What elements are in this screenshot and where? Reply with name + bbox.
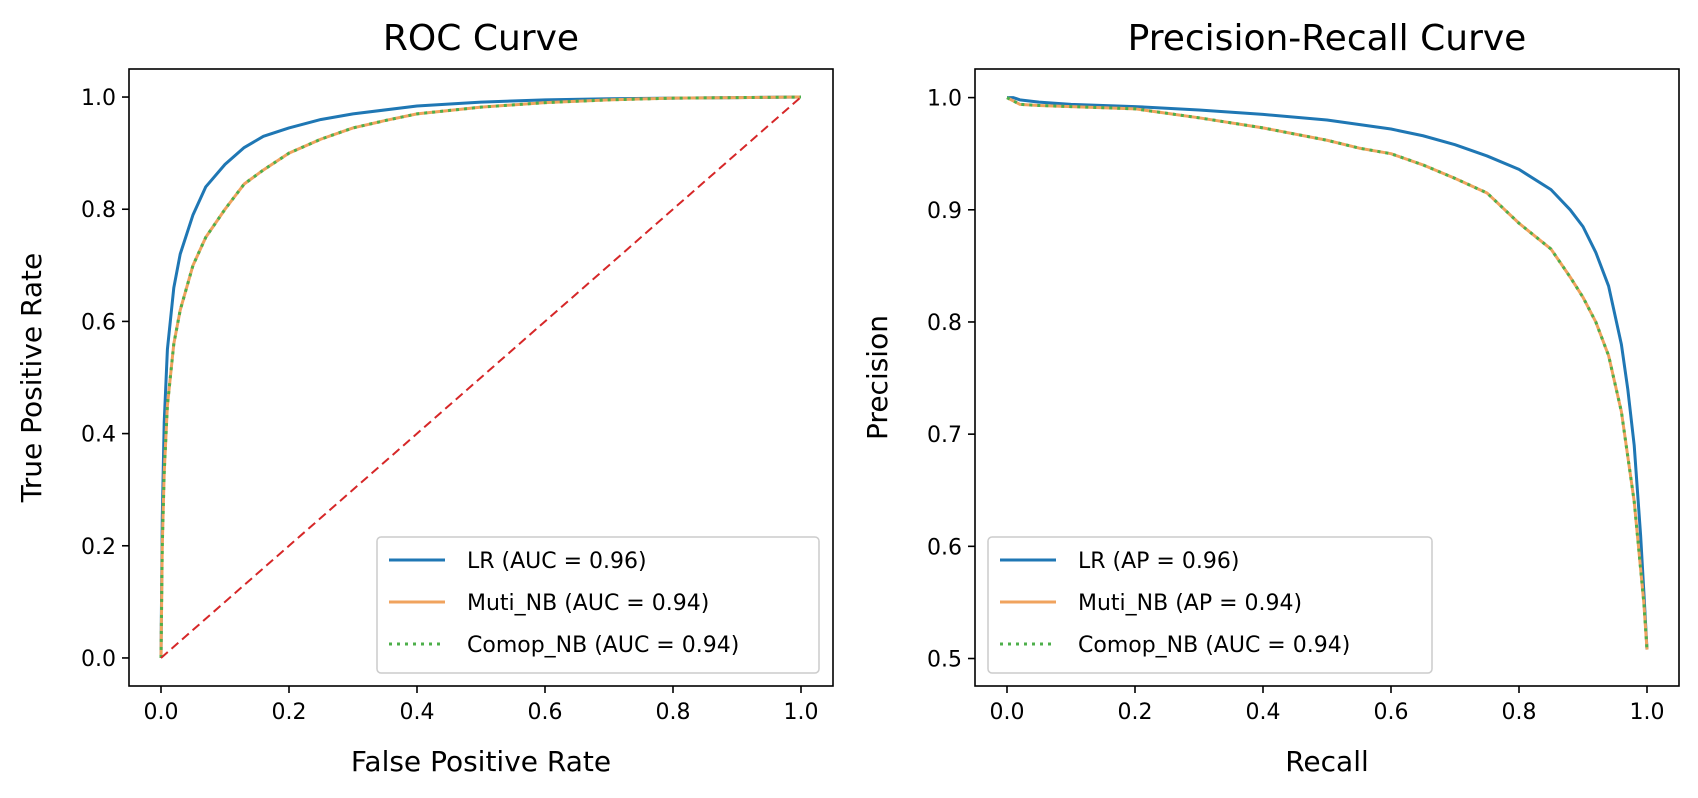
x-tick-label: 1.0 bbox=[784, 700, 819, 725]
chart-panel-1: 0.0 0.2 0.4 0.6 0.8 1.0 0.5 0.6 0.7 0.8 0.9 1.0 Prec… bbox=[861, 18, 1680, 778]
legend-entry-label: LR (AP = 0.96) bbox=[1078, 549, 1239, 574]
y-tick-label: 0.4 bbox=[81, 423, 116, 448]
series-line-1-0 bbox=[1007, 96, 1649, 650]
series-line-0-3 bbox=[160, 96, 802, 659]
y-axis-label: True Positive Rate bbox=[15, 253, 48, 503]
series-line-0-2 bbox=[159, 95, 802, 658]
x-tick-label: 0.4 bbox=[400, 700, 435, 725]
y-tick-label: 0.6 bbox=[927, 535, 962, 560]
y-tick-label: 0.9 bbox=[927, 199, 962, 224]
x-tick-label: 0.0 bbox=[990, 700, 1025, 725]
x-tick-label: 0.6 bbox=[528, 700, 563, 725]
series-line-0-0 bbox=[159, 95, 802, 658]
y-tick-label: 0.2 bbox=[81, 535, 116, 560]
series-line-1-1 bbox=[1006, 96, 1649, 650]
legend-box bbox=[987, 536, 1433, 674]
axes-frame bbox=[974, 68, 1680, 687]
x-tick-label: 0.8 bbox=[1502, 700, 1537, 725]
legend-box bbox=[376, 536, 820, 674]
x-tick-label: 0.4 bbox=[1246, 700, 1281, 725]
x-axis-label: False Positive Rate bbox=[351, 745, 611, 778]
legend-entry-label: Muti_NB (AP = 0.94) bbox=[1078, 591, 1302, 616]
legend: LR (AUC = 0.96) Muti_NB (AUC = 0.94) Comop… bbox=[376, 536, 820, 674]
y-axis-label: Precision bbox=[861, 315, 894, 440]
y-tick-label: 0.8 bbox=[81, 198, 116, 223]
chart-panel-0: 0.0 0.2 0.4 0.6 0.8 1.0 0.0 0.2 0.4 0.6 0.8 1.0 ROC … bbox=[15, 18, 834, 778]
axes-frame bbox=[128, 68, 834, 687]
legend-entry-label: Muti_NB (AUC = 0.94) bbox=[467, 591, 709, 616]
legend: LR (AP = 0.96) Muti_NB (AP = 0.94) Comop_N… bbox=[987, 536, 1433, 674]
y-tick-label: 0.5 bbox=[927, 648, 962, 673]
y-tick-label: 1.0 bbox=[927, 87, 962, 112]
x-tick-label: 0.0 bbox=[144, 700, 179, 725]
y-tick-label: 0.6 bbox=[81, 310, 116, 335]
y-tick-label: 1.0 bbox=[81, 86, 116, 111]
x-tick-label: 0.6 bbox=[1374, 700, 1409, 725]
chart-title: ROC Curve bbox=[383, 18, 579, 59]
x-axis-label: Recall bbox=[1285, 745, 1369, 778]
x-tick-label: 1.0 bbox=[1630, 700, 1665, 725]
y-tick-label: 0.0 bbox=[81, 647, 116, 672]
chart-title: Precision-Recall Curve bbox=[1128, 18, 1527, 59]
x-tick-label: 0.8 bbox=[656, 700, 691, 725]
legend-entry-label: Comop_NB (AUC = 0.94) bbox=[467, 633, 739, 658]
x-tick-label: 0.2 bbox=[1118, 700, 1153, 725]
y-tick-label: 0.8 bbox=[927, 311, 962, 336]
legend-entry-label: LR (AUC = 0.96) bbox=[467, 549, 647, 574]
legend-entry-label: Comop_NB (AUC = 0.94) bbox=[1078, 633, 1350, 658]
x-tick-label: 0.2 bbox=[272, 700, 307, 725]
y-tick-label: 0.7 bbox=[927, 423, 962, 448]
